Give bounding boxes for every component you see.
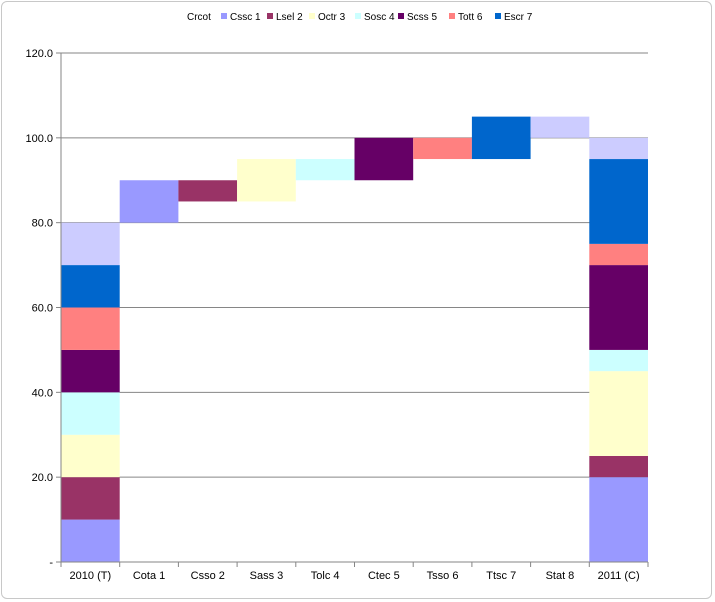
bar-segment xyxy=(119,180,179,223)
bar-segment xyxy=(471,116,531,160)
bar-segment xyxy=(61,392,120,435)
legend-swatch xyxy=(398,13,404,19)
x-tick-label: Csso 2 xyxy=(191,570,225,582)
x-tick-label: 2010 (T) xyxy=(70,570,112,582)
legend-swatch xyxy=(355,13,361,19)
bar-segment xyxy=(61,307,120,350)
bar-segment xyxy=(237,159,296,202)
legend-label: Octr 3 xyxy=(318,12,346,23)
bar-segment xyxy=(61,477,120,520)
bar-segment xyxy=(61,434,120,478)
x-tick-label: 2011 (C) xyxy=(598,570,640,582)
legend-label: Tott 6 xyxy=(458,12,483,23)
bar-segment xyxy=(295,159,355,181)
bars xyxy=(61,116,648,562)
axes: - 20.0 40.0 60.0 80.0 100.0 120.0 2010 (T) Cota … xyxy=(25,48,649,582)
legend-label: Lsel 2 xyxy=(276,12,303,23)
bar-segment xyxy=(354,137,414,181)
bar-segment xyxy=(589,137,648,160)
y-tick-label: 20.0 xyxy=(32,472,53,484)
bar-segment xyxy=(61,349,120,393)
x-tick-label: Sass 3 xyxy=(250,570,284,582)
bar-segment xyxy=(61,265,120,308)
y-tick-label: 120.0 xyxy=(25,48,53,60)
legend-label: Escr 7 xyxy=(504,12,533,23)
legend-swatch xyxy=(495,13,501,19)
y-tick-label: 100.0 xyxy=(25,133,53,145)
x-tick-label: Tsso 6 xyxy=(427,570,459,582)
legend: Crcot Cssc 1 Lsel 2 Octr 3 Sosc 4 Scss 5 Tott… xyxy=(187,12,533,23)
legend-label: Cssc 1 xyxy=(230,12,261,23)
y-tick-label: 60.0 xyxy=(32,303,53,315)
legend-swatch xyxy=(221,13,227,19)
bar-segment xyxy=(413,137,472,160)
legend-swatch xyxy=(449,13,455,19)
bar-segment xyxy=(530,116,590,138)
y-tick-label: 40.0 xyxy=(32,387,53,399)
bar-segment xyxy=(61,519,120,562)
x-tick-label: Stat 8 xyxy=(546,570,575,582)
x-tick-label: Cota 1 xyxy=(133,570,165,582)
bar-segment xyxy=(589,371,648,456)
x-tick-label: Ctec 5 xyxy=(368,570,400,582)
bar-segment xyxy=(61,222,120,266)
legend-title: Crcot xyxy=(187,12,211,23)
legend-swatch xyxy=(309,13,315,19)
x-tick-label: Ttsc 7 xyxy=(486,570,516,582)
y-tick-label: 80.0 xyxy=(32,218,53,230)
bar-segment xyxy=(589,243,648,266)
bar-segment xyxy=(589,349,648,372)
bar-segment xyxy=(589,159,648,244)
y-tick-label: - xyxy=(49,557,53,569)
bar-segment xyxy=(589,265,648,350)
bar-segment xyxy=(589,455,648,478)
x-tick-label: Tolc 4 xyxy=(311,570,340,582)
bar-segment xyxy=(589,477,648,562)
legend-swatch xyxy=(267,13,273,19)
legend-label: Scss 5 xyxy=(407,12,437,23)
legend-label: Sosc 4 xyxy=(364,12,395,23)
bar-segment xyxy=(178,180,238,202)
